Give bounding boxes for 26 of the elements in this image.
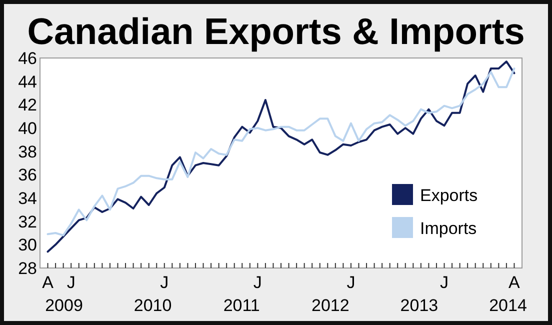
x-tick-label: A — [508, 273, 521, 292]
x-tick-label: J — [66, 273, 76, 292]
x-tick-label: J — [440, 273, 449, 292]
y-tick-label: 46 — [18, 49, 37, 68]
y-tick-label: 32 — [18, 212, 37, 232]
text: 2014 — [489, 296, 527, 315]
y-tick-label: 44 — [18, 72, 37, 92]
text: 2011 — [223, 296, 260, 315]
y-tick-label: 42 — [18, 96, 37, 115]
x-tick-label: J — [346, 273, 356, 292]
y-tick-label: 28 — [18, 259, 37, 278]
text: 2009 — [45, 296, 83, 315]
chart-title: Canadian Exports & Imports — [27, 11, 525, 52]
legend-label: Exports — [420, 186, 478, 205]
text: 2010 — [134, 296, 172, 315]
y-tick-label: 38 — [18, 142, 37, 162]
legend-label: Imports — [420, 219, 477, 238]
text: 2012 — [311, 296, 350, 315]
y-tick-label: 40 — [18, 119, 37, 138]
y-tick-label: 30 — [18, 236, 37, 255]
y-tick-label: 36 — [18, 166, 37, 185]
x-tick-label: J — [160, 273, 169, 292]
text: 2013 — [400, 296, 438, 315]
x-tick-label: A — [42, 273, 54, 292]
x-tick-label: J — [253, 273, 262, 292]
y-tick-label: 34 — [18, 189, 37, 208]
